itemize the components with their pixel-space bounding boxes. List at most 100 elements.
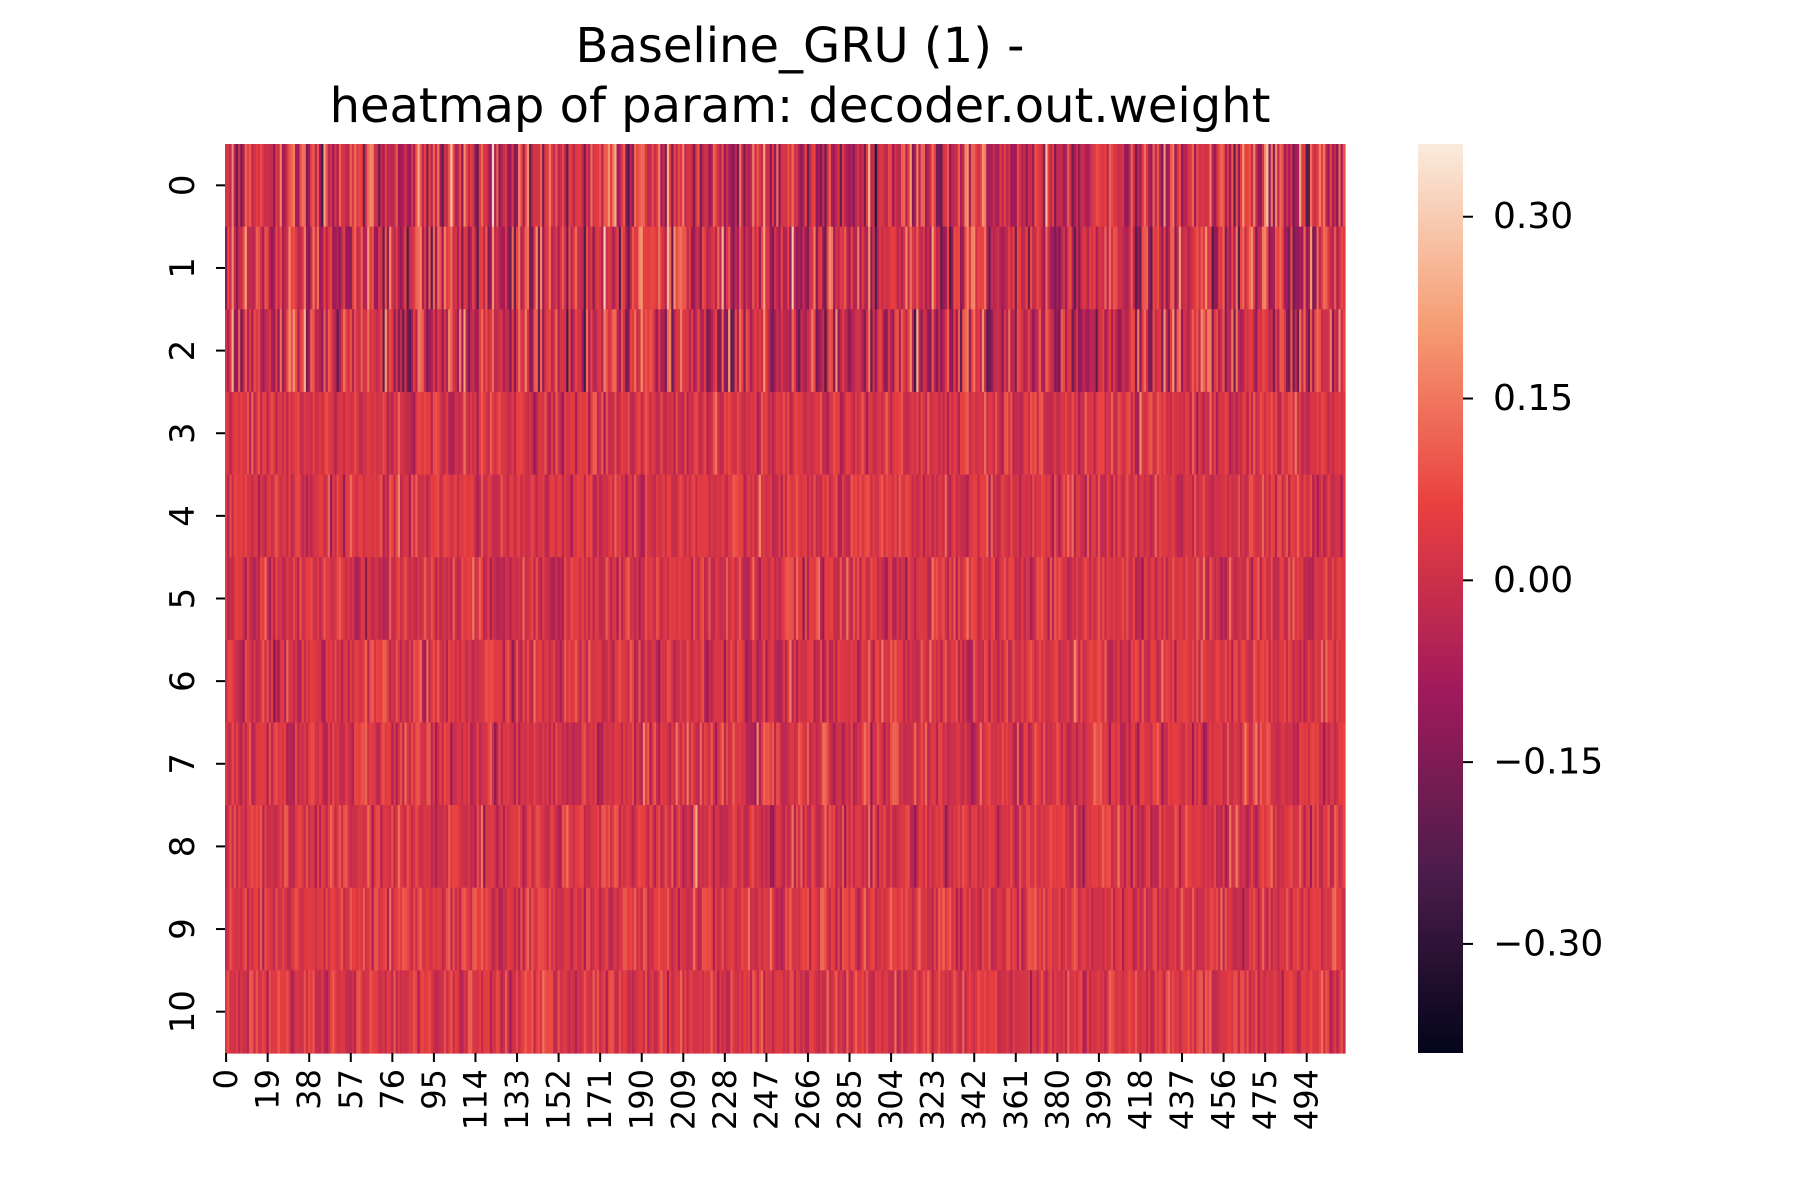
heatmap-cell: [949, 474, 952, 558]
heatmap-cell: [1202, 144, 1206, 228]
heatmap-cell: [1338, 474, 1342, 558]
heatmap-cell: [1165, 639, 1169, 724]
heatmap-cell: [743, 144, 747, 228]
heatmap-cell: [592, 887, 596, 971]
heatmap-cell: [966, 391, 970, 476]
heatmap-cell: [855, 226, 858, 310]
heatmap-cell: [610, 309, 613, 393]
heatmap-cell: [1071, 226, 1075, 310]
heatmap-cell: [677, 144, 681, 228]
heatmap-cell: [375, 639, 379, 724]
heatmap-cell: [717, 391, 720, 476]
heatmap-cell: [445, 805, 449, 889]
heatmap-cell: [305, 639, 309, 724]
heatmap-cell: [373, 474, 377, 558]
heatmap-cell: [546, 474, 550, 558]
heatmap-cell: [432, 474, 436, 558]
heatmap-cell: [1342, 144, 1346, 228]
heatmap-cell: [898, 722, 902, 806]
heatmap-cell: [349, 144, 353, 228]
heatmap-cell: [1310, 309, 1313, 393]
heatmap-cell: [1089, 226, 1092, 310]
heatmap-cell: [459, 557, 462, 641]
heatmap-cell: [1305, 309, 1309, 393]
heatmap-cell: [505, 474, 508, 558]
heatmap-cell: [1095, 144, 1099, 228]
heatmap-cell: [590, 805, 594, 889]
heatmap-cell: [649, 226, 653, 310]
heatmap-cell: [1126, 226, 1130, 310]
heatmap-cell: [693, 557, 696, 641]
heatmap-cell: [730, 639, 734, 724]
heatmap-cell: [736, 722, 740, 806]
heatmap-cell: [544, 391, 548, 476]
heatmap-cell: [706, 309, 710, 393]
heatmap-cell: [1198, 805, 1202, 889]
heatmap-cell: [1040, 309, 1044, 393]
heatmap-cell: [837, 144, 841, 228]
heatmap-cell: [732, 391, 736, 476]
heatmap-cell: [404, 226, 408, 310]
heatmap-cell: [1097, 474, 1101, 558]
heatmap-cell: [238, 144, 241, 228]
heatmap-cell: [1051, 557, 1055, 641]
heatmap-cell: [336, 639, 340, 724]
heatmap-cell: [1220, 805, 1224, 889]
heatmap-cell: [284, 474, 287, 558]
heatmap-cell: [686, 391, 690, 476]
heatmap-cell: [701, 474, 705, 558]
heatmap-cell: [815, 144, 819, 228]
heatmap-cell: [758, 887, 762, 971]
heatmap-cell: [286, 474, 290, 558]
heatmap-cell: [459, 309, 462, 393]
heatmap-cell: [647, 309, 650, 393]
heatmap-cell: [1065, 557, 1068, 641]
heatmap-cell: [310, 391, 314, 476]
heatmap-cell: [465, 805, 469, 889]
heatmap-cell: [288, 805, 292, 889]
heatmap-cell: [640, 639, 644, 724]
heatmap-cell: [785, 391, 788, 476]
heatmap-cell: [966, 639, 970, 724]
heatmap-cell: [585, 391, 589, 476]
heatmap-cell: [1108, 639, 1112, 724]
heatmap-cell: [356, 474, 360, 558]
heatmap-cell: [351, 722, 355, 806]
heatmap-cell: [868, 557, 871, 641]
heatmap-cell: [295, 557, 298, 641]
heatmap-cell: [1189, 722, 1193, 806]
heatmap-cell: [725, 309, 729, 393]
heatmap-cell: [894, 557, 898, 641]
heatmap-cell: [1165, 391, 1169, 476]
heatmap-cell: [1176, 474, 1180, 558]
heatmap-cell: [666, 144, 670, 228]
heatmap-cell: [905, 226, 909, 310]
heatmap-cell: [1264, 722, 1267, 806]
heatmap-cell: [955, 391, 959, 476]
heatmap-cell: [865, 557, 869, 641]
heatmap-cell: [395, 557, 399, 641]
heatmap-cell: [395, 639, 399, 724]
heatmap-cell: [546, 722, 550, 806]
heatmap-cell: [645, 309, 648, 393]
heatmap-cell: [750, 309, 753, 393]
heatmap-cell: [666, 226, 670, 310]
heatmap-cell: [715, 309, 718, 393]
heatmap-cell: [745, 309, 749, 393]
heatmap-cell: [734, 722, 738, 806]
heatmap-cell: [896, 639, 900, 724]
heatmap-cell: [310, 722, 314, 806]
heatmap-cell: [1248, 474, 1252, 558]
heatmap-cell: [780, 805, 784, 889]
heatmap-cell: [636, 474, 640, 558]
heatmap-cell: [439, 639, 443, 724]
heatmap-cell: [351, 474, 355, 558]
heatmap-cell: [940, 805, 944, 889]
heatmap-cell: [262, 639, 265, 724]
heatmap-cell: [712, 639, 716, 724]
heatmap-cell: [653, 557, 657, 641]
heatmap-cell: [489, 391, 493, 476]
heatmap-cell: [244, 557, 248, 641]
heatmap-cell: [509, 144, 513, 228]
heatmap-cell: [914, 805, 917, 889]
